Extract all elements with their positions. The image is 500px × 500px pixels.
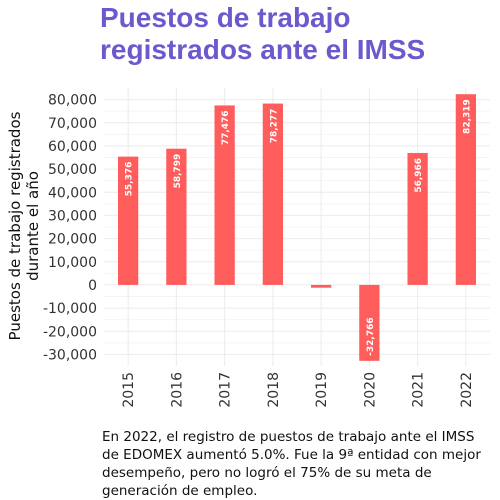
x-tick-label: 2018 — [266, 372, 282, 408]
x-tick-label: 2020 — [362, 372, 378, 408]
bar-2015 — [117, 156, 139, 285]
y-tick-label: -10,000 — [43, 301, 97, 317]
y-tick-label: 50,000 — [48, 162, 97, 178]
chart-title-line-2: registrados ante el IMSS — [100, 34, 426, 65]
y-axis-title-line-2: durante el año — [24, 171, 42, 281]
data-labels: 55,376 58,799 77,476 78,277 -32,766 56,966 82,… — [125, 99, 473, 356]
bar-2020 — [359, 284, 380, 361]
y-tick-label: 10,000 — [48, 255, 97, 271]
y-tick-label: -30,000 — [43, 347, 97, 363]
y-tick-label: 70,000 — [48, 116, 97, 132]
x-tick-label: 2017 — [218, 372, 234, 408]
bar-2021 — [407, 152, 428, 285]
y-tick-label: 60,000 — [48, 139, 97, 155]
bar-2017 — [214, 105, 235, 285]
x-tick-label: 2022 — [459, 372, 475, 408]
chart-title: Puestos de trabajo registrados ante el I… — [100, 2, 490, 66]
x-tick-label: 2019 — [314, 372, 330, 408]
data-label: 78,277 — [269, 109, 279, 144]
bars — [117, 94, 477, 361]
y-tick-label: 80,000 — [48, 93, 97, 109]
data-label: 82,319 — [462, 99, 472, 134]
y-tick-label: 30,000 — [48, 208, 97, 224]
chart-title-line-1: Puestos de trabajo — [100, 2, 351, 33]
x-tick-label: 2015 — [121, 372, 137, 408]
y-tick-labels: -30,000 -20,000 -10,000 0 10,000 20,000 30,000… — [43, 93, 97, 364]
y-tick-label: -20,000 — [43, 324, 97, 340]
chart-caption: En 2022, el registro de puestos de traba… — [102, 429, 481, 499]
data-label: 55,376 — [125, 162, 135, 197]
data-label: 56,966 — [414, 158, 424, 193]
y-tick-label: 20,000 — [48, 232, 97, 248]
x-tick-label: 2021 — [411, 372, 427, 408]
bar-2022 — [455, 94, 477, 285]
data-label: -32,766 — [366, 317, 376, 355]
data-label: 58,799 — [173, 154, 183, 189]
y-tick-label: 0 — [88, 278, 97, 294]
bar-2018 — [262, 103, 284, 285]
y-tick-label: 40,000 — [48, 185, 97, 201]
bar-2019 — [310, 284, 332, 288]
y-axis-title-line-1: Puestos de trabajo registrados — [6, 111, 24, 340]
gridlines — [104, 88, 490, 366]
data-label: 77,476 — [221, 110, 231, 145]
bar-2016 — [166, 148, 187, 285]
bar-chart: -30,000 -20,000 -10,000 0 10,000 20,000 30,000… — [6, 88, 490, 408]
x-tick-label: 2016 — [169, 372, 185, 408]
x-tick-labels: 2015 2016 2017 2018 2019 2020 2021 2022 — [121, 372, 475, 408]
